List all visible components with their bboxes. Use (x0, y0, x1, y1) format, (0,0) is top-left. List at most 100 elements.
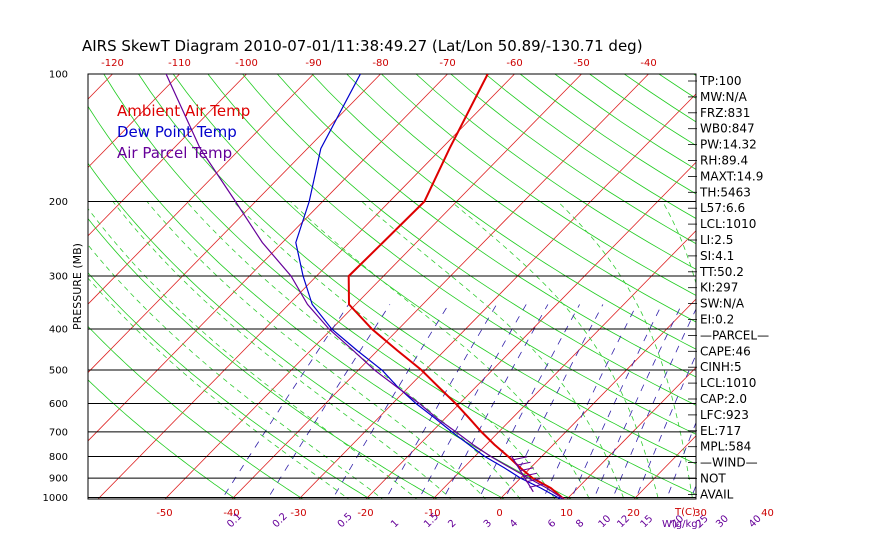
mixing-ratio-line (221, 304, 349, 499)
pressure-tick-label: 300 (49, 272, 68, 283)
isotherm-line (0, 74, 46, 506)
mixing-ratio-label: 4 (508, 518, 520, 530)
wind-barb-flag (513, 456, 528, 461)
isotherm-line (566, 366, 696, 499)
index-value: MW:N/A (700, 90, 748, 104)
wind-barb (510, 455, 544, 493)
bottom-temperature-tick: -40 (223, 508, 239, 519)
dry-adiabat-line (415, 74, 696, 270)
series-line (295, 74, 562, 499)
stability-indices-panel: TP:100 MW:N/A FRZ:831 WB0:847 PW:14.32 RH:89.… (688, 74, 769, 501)
bottom-temperature-tick: -50 (156, 508, 172, 519)
isotherm-line (828, 74, 870, 506)
isotherm-line (499, 298, 696, 499)
top-temperature-ticks: -120 -110 -100 -90 -80 -70 -60 -50 -40 (101, 58, 657, 69)
isotherm-line (761, 74, 870, 506)
index-value: LCL:1010 (700, 217, 756, 231)
pressure-tick-label: 600 (49, 399, 68, 410)
mixing-ratio-label: 3 (482, 518, 494, 530)
moist-adiabat-line (88, 244, 384, 499)
wind-barb-staff (510, 455, 534, 493)
top-temperature-tick: -110 (168, 58, 191, 69)
pressure-tick-label: 100 (49, 70, 68, 81)
series-line (165, 74, 565, 499)
index-value: LI:2.5 (700, 233, 733, 247)
bottom-temperature-tick: -30 (290, 508, 306, 519)
isotherm-line (88, 74, 314, 305)
isotherm-line (88, 74, 381, 374)
index-value: MPL:584 (700, 440, 751, 454)
index-value: L57:6.6 (700, 201, 745, 215)
isotherm-line (231, 74, 649, 499)
top-temperature-tick: -120 (101, 58, 124, 69)
moist-adiabat-line (557, 201, 693, 499)
mixing-ratio-label: 10 (597, 513, 614, 530)
dry-adiabat-line (242, 74, 696, 406)
dry-adiabat-line (311, 74, 696, 350)
mixing-ratio-label: 0.2 (271, 511, 290, 530)
index-value: FRZ:831 (700, 106, 750, 120)
top-temperature-tick: -40 (640, 58, 656, 69)
pressure-tick-label: 400 (49, 324, 68, 335)
wind-barb-flag (525, 478, 541, 483)
mixing-ratio-label: 6 (546, 518, 558, 530)
moist-adiabat-line (88, 207, 418, 499)
top-temperature-tick: -60 (506, 58, 522, 69)
index-value: EL:717 (700, 424, 741, 438)
mixing-ratio-unit-label: W(g/kg) (662, 519, 702, 530)
chart-title: AIRS SkewT Diagram 2010-07-01/11:38:49.2… (82, 37, 643, 55)
dry-adiabat-line (88, 325, 304, 499)
dry-adiabat-line (450, 74, 696, 245)
isobars (87, 73, 697, 500)
index-value: EI:0.2 (700, 313, 734, 327)
index-value: —WIND— (700, 456, 758, 470)
top-temperature-tick: -70 (439, 58, 455, 69)
isotherm-line (365, 161, 696, 499)
bottom-temperature-tick: 30 (694, 508, 707, 519)
dry-adiabat-line (172, 74, 696, 465)
index-value: —PARCEL— (700, 328, 769, 342)
moist-adiabat-line (186, 201, 521, 499)
isotherm-line (88, 74, 180, 168)
index-value: KI:297 (700, 281, 738, 295)
index-value: MAXT:14.9 (700, 169, 763, 183)
isotherm-line (88, 74, 448, 442)
pressure-tick-label: 200 (49, 197, 68, 208)
dry-adiabat-line (88, 272, 371, 499)
plot-frame (87, 73, 697, 500)
dry-adiabat-line (346, 74, 696, 323)
pressure-tick-label: 700 (49, 427, 68, 438)
dry-adiabat-line (88, 105, 573, 499)
mixing-ratio-label: 1 (389, 518, 401, 530)
index-value: CAP:2.0 (700, 392, 747, 406)
moist-adiabat-line (88, 277, 350, 499)
dry-adiabat-line (485, 74, 696, 219)
isotherm-line (298, 93, 696, 499)
isotherm-line (97, 74, 515, 499)
legend-entry: Ambient Air Temp (117, 102, 250, 120)
legend: Ambient Air Temp Dew Point Temp Air Parcel… (117, 102, 250, 162)
index-value: TH:5463 (699, 185, 751, 199)
mixing-ratio-label: 2 (446, 518, 458, 530)
dry-adiabat-line (88, 162, 506, 499)
dry-adiabat-line (207, 74, 696, 435)
bottom-temperature-tick: 0 (496, 508, 502, 519)
bottom-temperature-tick: -20 (357, 508, 373, 519)
dry-adiabat-line (763, 74, 870, 507)
wind-barb-flag (519, 467, 534, 472)
mixing-ratio-label: 0.5 (336, 511, 355, 530)
mixing-ratio-line (385, 304, 497, 499)
index-value: AVAIL (700, 487, 734, 501)
top-temperature-tick: -100 (235, 58, 258, 69)
top-temperature-tick: -50 (573, 58, 589, 69)
moist-adiabat-line (146, 201, 487, 499)
y-axis-label: PRESSURE (MB) (71, 243, 84, 330)
isotherm-line (164, 74, 582, 499)
temperature-unit-label: T(C) (674, 507, 696, 518)
series-line (347, 74, 566, 499)
dry-adiabat-line (277, 74, 696, 378)
index-value: LCL:1010 (700, 376, 756, 390)
dry-adiabat-line (138, 74, 696, 495)
profile-series (165, 74, 566, 499)
